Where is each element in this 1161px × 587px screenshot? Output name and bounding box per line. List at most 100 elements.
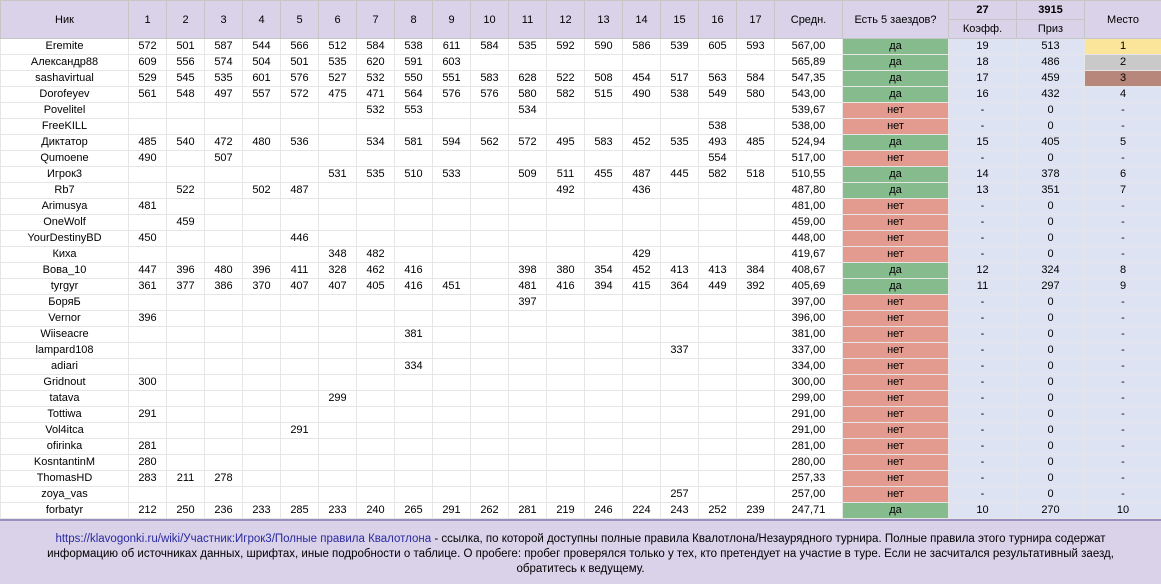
table-cell: 565,89 [774, 54, 843, 71]
table-cell: 536 [280, 134, 319, 151]
table-cell: - [1084, 390, 1161, 407]
table-row: adiari 334 334,00 нет -0- [0, 358, 1161, 375]
table-cell [432, 294, 471, 311]
table-cell [470, 342, 509, 359]
table-cell: 299 [318, 390, 357, 407]
table-row: Povelitel 532 553 534 539,67 нет -0- [0, 102, 1161, 119]
table-cell: 472 [204, 134, 243, 151]
column-header: Ник [0, 0, 129, 39]
table-cell: 509 [508, 166, 547, 183]
table-cell [584, 326, 623, 343]
table-cell: 628 [508, 70, 547, 87]
table-cell [432, 102, 471, 119]
table-cell: 481,00 [774, 198, 843, 215]
table-cell: 280,00 [774, 454, 843, 471]
table-cell [660, 358, 699, 375]
table-cell: 580 [736, 86, 775, 103]
table-cell: - [1084, 342, 1161, 359]
table-cell: 3 [1084, 70, 1161, 87]
table-cell [622, 230, 661, 247]
table-cell [432, 470, 471, 487]
table-cell: 535 [204, 70, 243, 87]
table-cell [622, 214, 661, 231]
column-header: 12 [546, 0, 585, 39]
table-cell [660, 454, 699, 471]
table-cell: 543,00 [774, 86, 843, 103]
table-cell [166, 230, 205, 247]
table-cell [280, 294, 319, 311]
table-cell [356, 310, 395, 327]
table-cell: 300 [128, 374, 167, 391]
table-cell [318, 214, 357, 231]
table-cell: нет [842, 454, 949, 471]
table-cell [698, 422, 737, 439]
table-cell [432, 310, 471, 327]
table-cell [432, 438, 471, 455]
table-cell: 582 [546, 86, 585, 103]
column-header: 3 [204, 0, 243, 39]
table-cell [698, 358, 737, 375]
table-cell [432, 422, 471, 439]
table-cell: да [842, 262, 949, 279]
table-cell: 354 [584, 262, 623, 279]
table-cell [280, 118, 319, 135]
table-cell [584, 150, 623, 167]
table-cell [470, 214, 509, 231]
table-cell [660, 54, 699, 71]
table-cell [204, 166, 243, 183]
table-cell [128, 118, 167, 135]
table-cell [204, 486, 243, 503]
table-cell: 501 [166, 38, 205, 55]
table-cell: да [842, 166, 949, 183]
table-cell [204, 358, 243, 375]
table-cell: 510 [394, 166, 433, 183]
table-cell: 240 [356, 502, 395, 519]
table-cell: 270 [1016, 502, 1085, 519]
table-cell: - [1084, 438, 1161, 455]
table-cell: 540 [166, 134, 205, 151]
table-cell [356, 150, 395, 167]
table-cell [280, 326, 319, 343]
table-cell: 518 [736, 166, 775, 183]
table-cell [242, 166, 281, 183]
table-cell [698, 326, 737, 343]
table-cell: 522 [546, 70, 585, 87]
table-cell [128, 422, 167, 439]
table-cell: 572 [508, 134, 547, 151]
table-cell: 15 [948, 134, 1017, 151]
table-cell: 471 [356, 86, 395, 103]
rules-link[interactable]: https://klavogonki.ru/wiki/Участник:Игро… [55, 533, 432, 545]
table-cell: 590 [584, 38, 623, 55]
table-cell [470, 166, 509, 183]
table-cell [280, 486, 319, 503]
table-cell [318, 438, 357, 455]
table-cell: 378 [1016, 166, 1085, 183]
table-row: Александр88 609 556 574 504 501 535 620 591 603 56… [0, 54, 1161, 71]
table-cell: нет [842, 486, 949, 503]
table-cell: 262 [470, 502, 509, 519]
table-cell [546, 358, 585, 375]
table-cell [508, 214, 547, 231]
table-cell [318, 230, 357, 247]
table-cell: 0 [1016, 326, 1085, 343]
table-row: Arimusya 481 481,00 нет -0- [0, 198, 1161, 215]
table-cell [622, 358, 661, 375]
table-cell [470, 246, 509, 263]
table-cell [736, 246, 775, 263]
table-cell: 459 [166, 214, 205, 231]
table-cell: - [1084, 294, 1161, 311]
table-cell: нет [842, 470, 949, 487]
table-cell: 574 [204, 54, 243, 71]
table-cell [432, 358, 471, 375]
table-cell [660, 150, 699, 167]
table-cell [394, 486, 433, 503]
table-cell: 583 [584, 134, 623, 151]
table-cell [470, 326, 509, 343]
table-cell [166, 390, 205, 407]
table-cell [660, 246, 699, 263]
table-cell: да [842, 70, 949, 87]
table-cell: 611 [432, 38, 471, 55]
table-cell [204, 438, 243, 455]
nick-cell: Eremite [0, 38, 129, 55]
table-cell: - [1084, 150, 1161, 167]
